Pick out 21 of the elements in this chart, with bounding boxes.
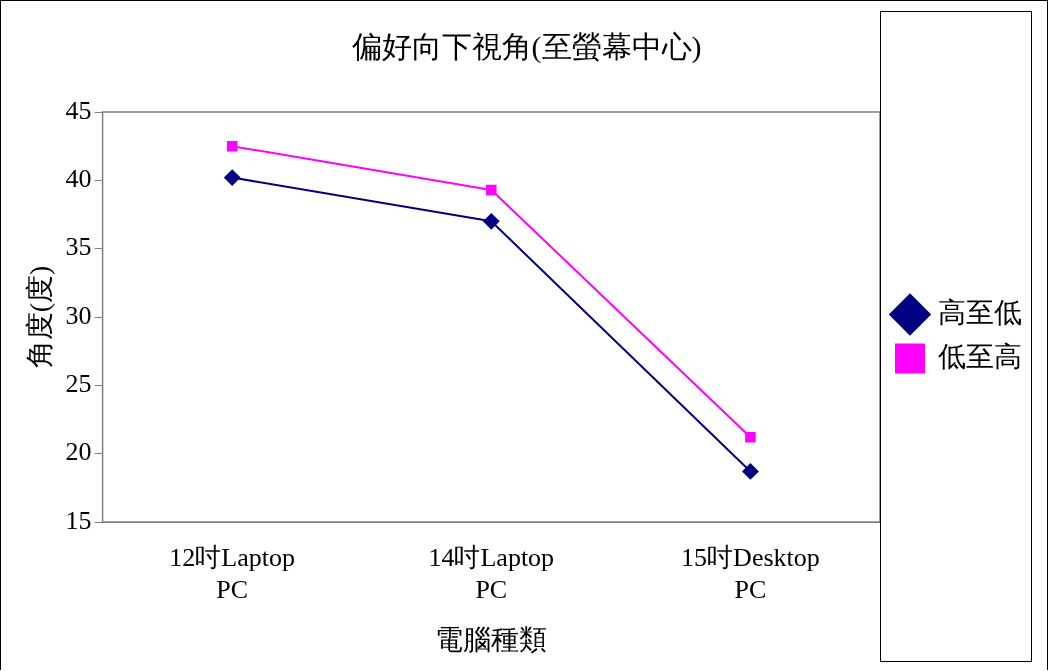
point [224,169,241,186]
y-tick-label: 30 [65,300,92,330]
x-tick-label: 15吋Desktop PC [681,543,820,604]
y-axis-title: 角度(度) [24,265,56,369]
point [742,463,759,480]
chart-title: 偏好向下視角(至螢幕中心) [351,29,702,64]
y-tick-label: 20 [65,437,92,467]
point [483,213,500,230]
y-tick-label: 45 [65,95,92,125]
point [745,432,756,443]
y-tick-label: 15 [65,505,92,535]
y-tick-label: 35 [65,232,92,262]
legend-label: 低至高 [938,340,1022,372]
y-tick-label: 40 [65,164,92,194]
x-axis-title: 電腦種類 [435,623,548,655]
y-tick-label: 25 [65,369,92,399]
point [486,184,497,196]
x-tick-label: 12吋Laptop PC [169,543,295,604]
x-tick-label: 14吋Laptop PC [428,543,555,604]
legend-label: 高至低 [938,296,1022,328]
point [226,140,238,152]
